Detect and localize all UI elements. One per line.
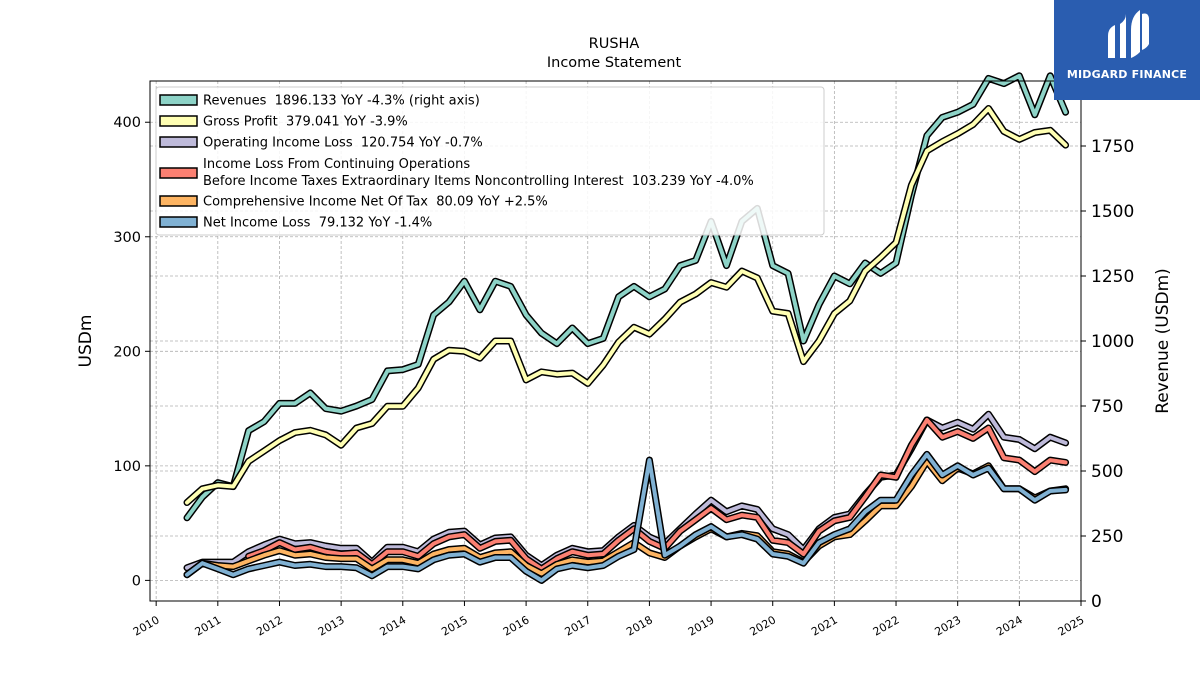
x-tick-label: 2013 — [316, 613, 347, 638]
legend-entry-comprehensive-income: Comprehensive Income Net Of Tax 80.09 Yo… — [159, 195, 548, 210]
y-left-tick-label: 400 — [113, 115, 141, 131]
legend-swatch-net-income — [159, 216, 198, 228]
series-line — [246, 418, 1068, 571]
midgard-finance-logo: MIDGARD FINANCE — [1054, 0, 1200, 100]
y-right-tick-label: 1500 — [1091, 202, 1134, 222]
y-left-tick-label: 0 — [132, 573, 141, 589]
y-right-tick-label: 750 — [1091, 397, 1123, 417]
legend-label-net-income: Net Income Loss 79.132 YoY -1.4% — [203, 216, 432, 231]
legend-swatch-gross-profit — [159, 115, 198, 127]
y-right-tick-label: 1250 — [1091, 267, 1134, 287]
series-net-income-loss — [183, 450, 1070, 584]
x-tick-label: 2019 — [686, 613, 717, 638]
y-right-tick-label: 500 — [1091, 462, 1123, 482]
chart-title: RUSHA — [589, 36, 640, 52]
x-tick-label: 2017 — [563, 613, 594, 638]
legend-swatch-comprehensive-income — [159, 195, 198, 207]
series-comprehensive-income-net-of-tax — [183, 457, 1070, 579]
x-tick-label: 2020 — [747, 613, 778, 638]
legend-label-operating-income: Operating Income Loss 120.754 YoY -0.7% — [203, 136, 483, 151]
legend-label-revenues: Revenues 1896.133 YoY -4.3% (right axis) — [203, 94, 480, 109]
x-tick-label: 2016 — [501, 613, 532, 638]
legend-swatch-operating-income — [159, 136, 198, 148]
y-right-tick-label: 250 — [1091, 527, 1123, 547]
x-tick-label: 2022 — [871, 613, 902, 638]
y-axis-right-label: Revenue (USDm) — [1153, 268, 1173, 414]
logo-emblem-icon — [1108, 10, 1149, 58]
legend-entry-gross-profit: Gross Profit 379.041 YoY -3.9% — [159, 115, 408, 130]
x-tick-label: 2010 — [131, 613, 162, 638]
x-tick-label: 2021 — [809, 613, 840, 638]
y-right-tick-label: 1750 — [1091, 137, 1134, 157]
legend-label-pretax-income-line2: Before Income Taxes Extraordinary Items … — [203, 174, 754, 189]
series-gross-profit — [183, 105, 1070, 506]
legend-entry-pretax-income: Income Loss From Continuing Operations B… — [159, 157, 754, 189]
legend-label-gross-profit: Gross Profit 379.041 YoY -3.9% — [203, 115, 408, 130]
logo-text: MIDGARD FINANCE — [1066, 68, 1188, 81]
legend-swatch-revenues — [159, 94, 198, 106]
y-left-tick-label: 300 — [113, 230, 141, 246]
chart-subtitle: Income Statement — [547, 55, 682, 71]
x-tick-label: 2025 — [1056, 613, 1087, 638]
legend: Revenues 1896.133 YoY -4.3% (right axis)… — [155, 86, 825, 236]
series-layer — [183, 72, 1070, 584]
series-line — [185, 106, 1068, 505]
x-tick-label: 2012 — [254, 613, 285, 638]
x-tick-label: 2015 — [439, 613, 470, 638]
legend-label-comprehensive-income: Comprehensive Income Net Of Tax 80.09 Yo… — [203, 195, 548, 210]
legend-entry-revenues: Revenues 1896.133 YoY -4.3% (right axis) — [159, 94, 480, 109]
series-income-loss-from-continuing-operations-b — [245, 416, 1070, 573]
series-line — [185, 459, 1068, 577]
legend-box — [155, 86, 825, 236]
legend-label-pretax-income-line1: Income Loss From Continuing Operations — [203, 157, 470, 172]
x-tick-label: 2024 — [994, 613, 1025, 638]
legend-swatch-pretax-income — [159, 167, 198, 179]
y-right-tick-label: 0 — [1091, 592, 1102, 612]
x-tick-label: 2023 — [932, 613, 963, 638]
y-left-tick-label: 100 — [113, 459, 141, 475]
y-axis-left-label: USDm — [76, 315, 96, 368]
legend-entry-net-income: Net Income Loss 79.132 YoY -1.4% — [159, 216, 432, 231]
x-tick-label: 2014 — [378, 613, 409, 638]
y-left-tick-label: 200 — [113, 344, 141, 360]
x-tick-label: 2011 — [193, 613, 224, 638]
x-tick-label: 2018 — [624, 613, 655, 638]
series-line — [185, 452, 1068, 583]
legend-entry-operating-income: Operating Income Loss 120.754 YoY -0.7% — [159, 136, 483, 151]
y-right-tick-label: 1000 — [1091, 332, 1134, 352]
